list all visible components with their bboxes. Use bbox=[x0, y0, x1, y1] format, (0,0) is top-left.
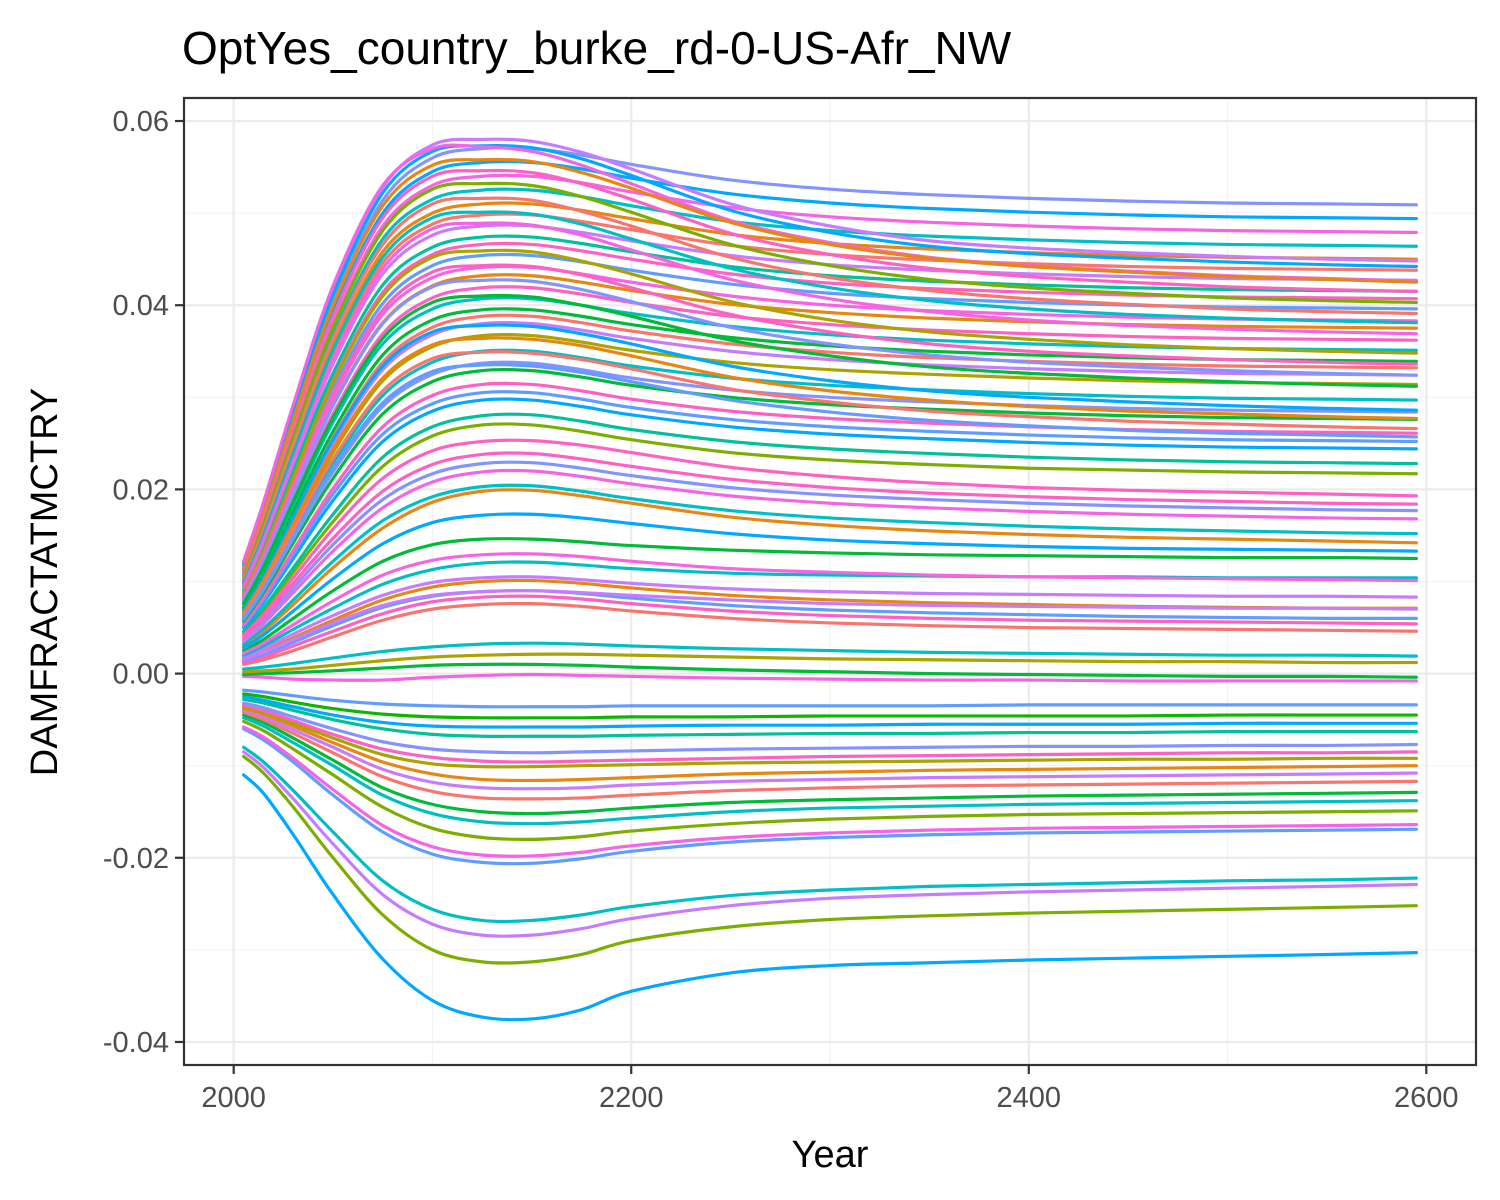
series-line-43 bbox=[242, 332, 1418, 616]
series-line-13 bbox=[242, 703, 1418, 764]
y-tick-label: -0.02 bbox=[103, 843, 169, 875]
series-layer bbox=[242, 137, 1418, 1022]
series-line-40 bbox=[242, 367, 1418, 623]
series-line-74 bbox=[242, 323, 1418, 612]
series-line-5 bbox=[242, 725, 1418, 858]
series-line-10 bbox=[242, 708, 1418, 791]
series-line-76 bbox=[242, 350, 1418, 618]
series-line-32 bbox=[242, 468, 1418, 643]
series-line-36 bbox=[242, 412, 1418, 633]
series-line-81 bbox=[242, 589, 1418, 662]
series-line-27 bbox=[242, 575, 1418, 659]
series-line-66 bbox=[242, 181, 1418, 578]
series-line-70 bbox=[242, 248, 1418, 596]
series-line-6 bbox=[242, 719, 1418, 842]
series-line-23 bbox=[242, 601, 1418, 666]
y-tick-label: 0.00 bbox=[113, 659, 169, 691]
y-axis-title: DAMFRACTATMCTRY bbox=[24, 388, 66, 776]
series-line-65 bbox=[242, 168, 1418, 574]
series-line-14 bbox=[242, 701, 1418, 755]
series-line-18 bbox=[242, 688, 1418, 709]
series-line-16 bbox=[242, 695, 1418, 729]
series-line-72 bbox=[242, 278, 1418, 602]
chart-title: OptYes_country_burke_rd-0-US-Afr_NW bbox=[182, 22, 1012, 74]
series-line-79 bbox=[242, 512, 1418, 650]
series-line-62 bbox=[242, 144, 1418, 567]
series-line-80 bbox=[242, 552, 1418, 655]
series-line-34 bbox=[242, 451, 1418, 640]
series-line-77 bbox=[242, 363, 1418, 620]
series-line-24 bbox=[242, 594, 1418, 665]
series-line-44 bbox=[242, 320, 1418, 613]
series-line-75 bbox=[242, 336, 1418, 615]
y-tick-label: 0.02 bbox=[113, 474, 169, 506]
y-axis: -0.04 -0.02 0.00 0.02 0.04 0.06 bbox=[103, 106, 184, 1059]
series-line-68 bbox=[242, 210, 1418, 585]
series-line-37 bbox=[242, 397, 1418, 630]
series-line-25 bbox=[242, 588, 1418, 663]
series-line-64 bbox=[242, 157, 1418, 571]
series-line-3 bbox=[242, 745, 1418, 924]
series-line-7 bbox=[242, 716, 1418, 826]
series-line-4 bbox=[242, 727, 1418, 866]
series-line-78 bbox=[242, 438, 1418, 637]
x-tick-label: 2400 bbox=[997, 1082, 1062, 1114]
series-line-53 bbox=[242, 234, 1418, 592]
series-line-21 bbox=[242, 652, 1418, 674]
series-line-0 bbox=[242, 773, 1418, 1022]
series-line-31 bbox=[242, 483, 1418, 646]
series-line-69 bbox=[242, 221, 1418, 588]
series-line-8 bbox=[242, 713, 1418, 816]
series-line-19 bbox=[242, 672, 1418, 683]
series-line-54 bbox=[242, 223, 1418, 589]
series-line-33 bbox=[242, 460, 1418, 642]
series-line-1 bbox=[242, 754, 1418, 965]
x-axis-title: Year bbox=[792, 1134, 869, 1176]
x-axis: 2000 2200 2400 2600 bbox=[201, 1065, 1459, 1114]
series-line-2 bbox=[242, 750, 1418, 938]
series-line-50 bbox=[242, 264, 1418, 599]
series-line-22 bbox=[242, 641, 1418, 671]
x-tick-label: 2000 bbox=[201, 1082, 266, 1114]
series-line-55 bbox=[242, 212, 1418, 586]
y-tick-label: -0.04 bbox=[103, 1027, 169, 1059]
series-line-29 bbox=[242, 537, 1418, 653]
series-line-71 bbox=[242, 263, 1418, 598]
series-line-17 bbox=[242, 692, 1418, 720]
series-line-35 bbox=[242, 422, 1418, 635]
series-line-15 bbox=[242, 697, 1418, 738]
series-line-12 bbox=[242, 705, 1418, 769]
panel-border bbox=[182, 96, 1478, 1067]
series-line-38 bbox=[242, 390, 1418, 628]
series-line-9 bbox=[242, 710, 1418, 801]
series-line-20 bbox=[242, 662, 1418, 679]
x-tick-label: 2200 bbox=[599, 1082, 664, 1114]
y-tick-label: 0.04 bbox=[113, 290, 169, 322]
y-tick-label: 0.06 bbox=[113, 106, 169, 138]
series-line-41 bbox=[242, 360, 1418, 621]
series-line-73 bbox=[242, 293, 1418, 606]
series-line-42 bbox=[242, 348, 1418, 619]
series-line-67 bbox=[242, 196, 1418, 582]
series-line-11 bbox=[242, 706, 1418, 783]
x-tick-label: 2600 bbox=[1394, 1082, 1459, 1114]
series-line-30 bbox=[242, 488, 1418, 648]
